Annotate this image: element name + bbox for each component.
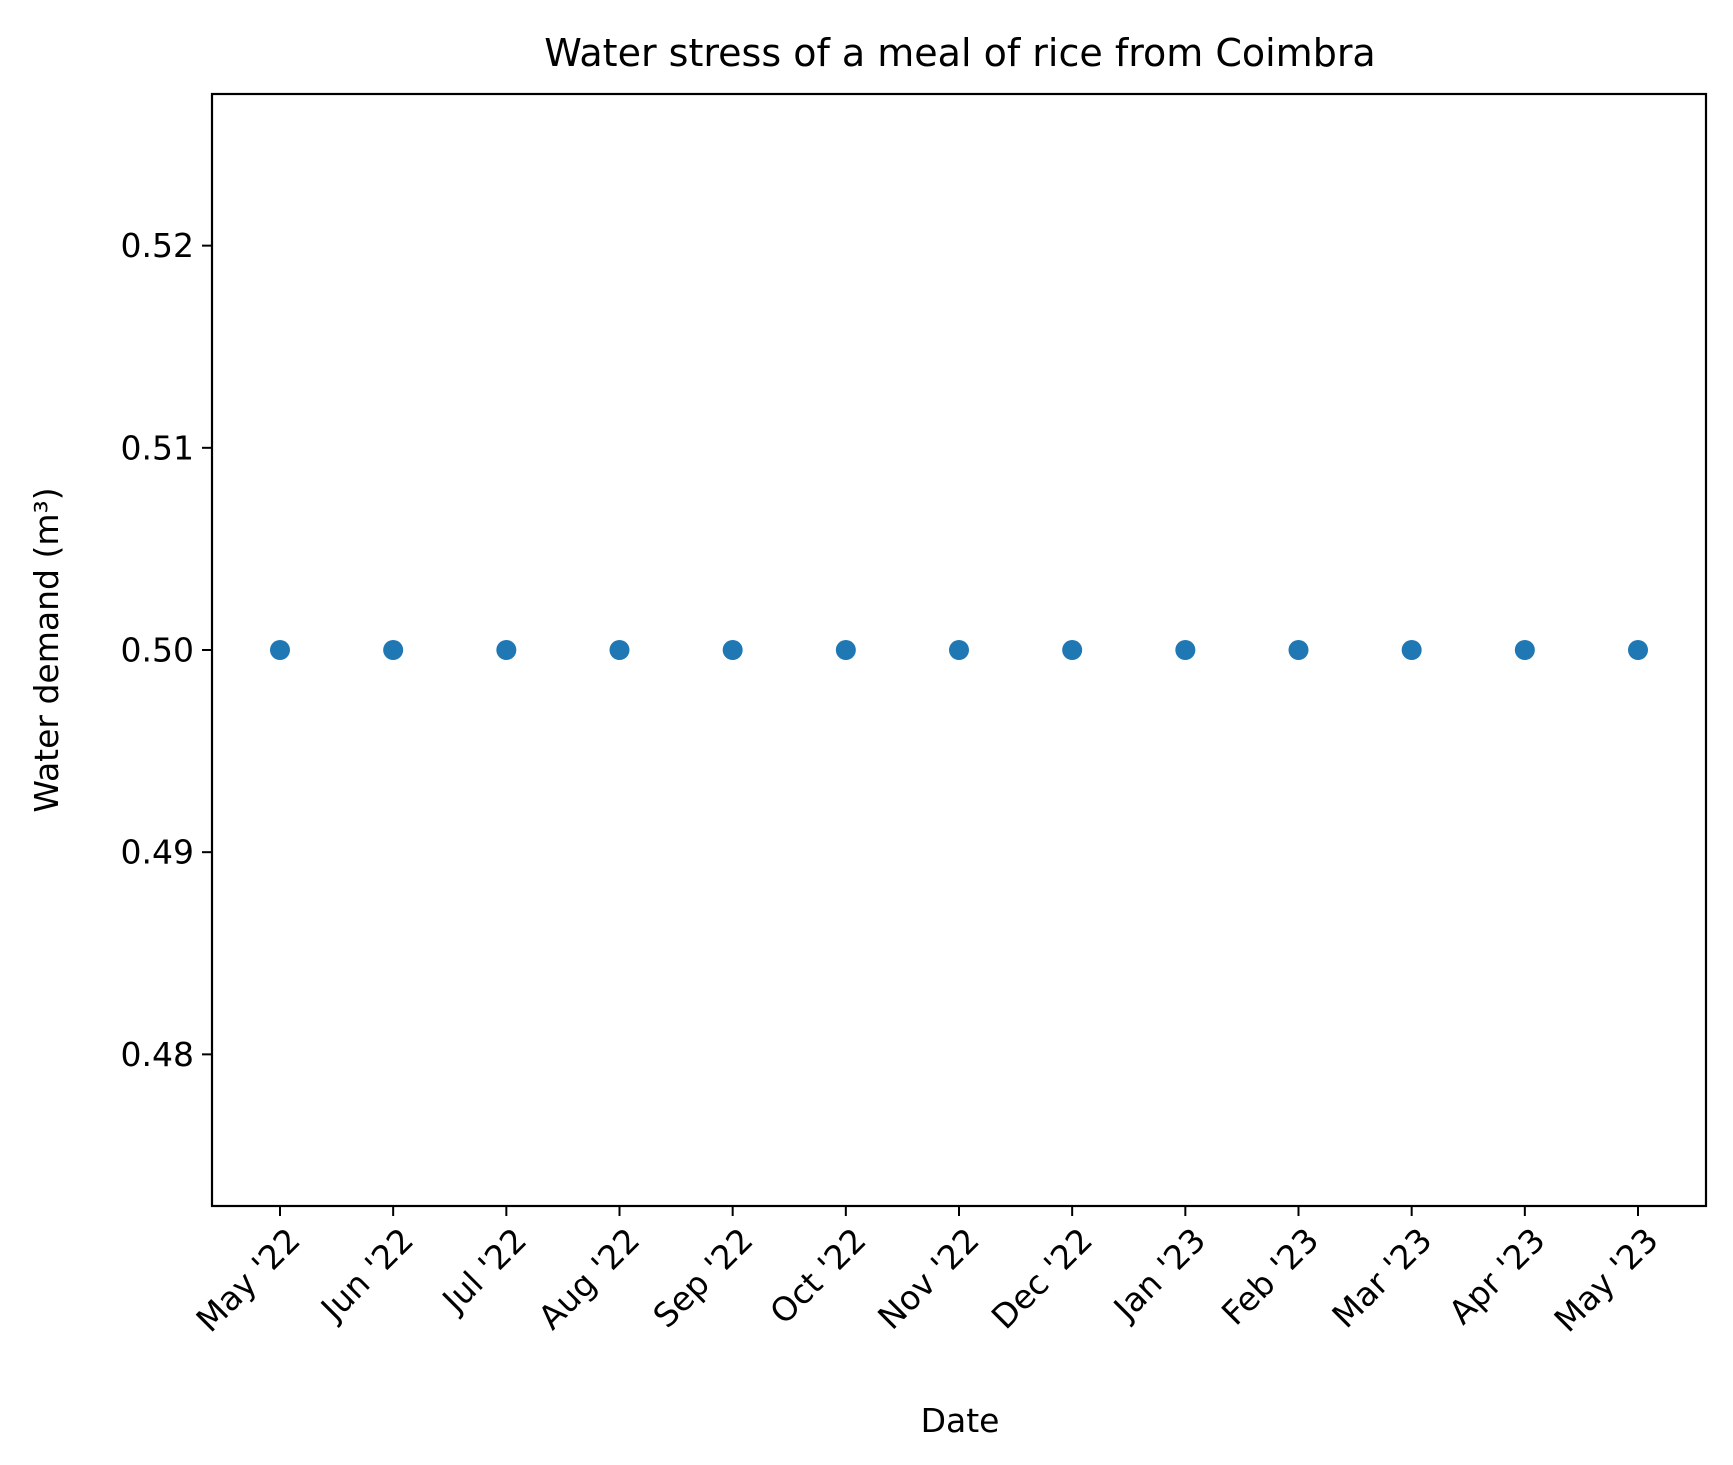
data-point — [496, 640, 517, 660]
data-points — [270, 640, 1648, 660]
data-point — [383, 640, 404, 660]
data-point — [949, 640, 969, 660]
data-point — [1288, 640, 1309, 660]
data-point — [1514, 640, 1535, 660]
data-point — [270, 640, 290, 660]
x-axis-label: Date — [921, 1401, 1000, 1440]
chart-title: Water stress of a meal of rice from Coim… — [544, 31, 1375, 75]
y-tick-label: 0.51 — [121, 428, 194, 467]
y-tick-label: 0.48 — [121, 1035, 194, 1074]
data-point — [722, 640, 743, 660]
data-point — [609, 640, 630, 660]
data-point — [1628, 640, 1648, 660]
data-point — [1062, 640, 1083, 660]
y-axis-ticks: 0.48 0.49 0.50 0.51 0.52 — [121, 226, 212, 1074]
plot-frame — [210, 92, 1708, 1208]
y-tick-label: 0.49 — [121, 833, 194, 872]
data-point — [835, 640, 856, 660]
data-point — [1175, 640, 1196, 660]
y-axis-label: Water demand (m³) — [27, 487, 66, 812]
data-point — [1401, 640, 1422, 660]
y-tick-label: 0.50 — [121, 631, 194, 670]
y-tick-label: 0.52 — [121, 226, 194, 265]
